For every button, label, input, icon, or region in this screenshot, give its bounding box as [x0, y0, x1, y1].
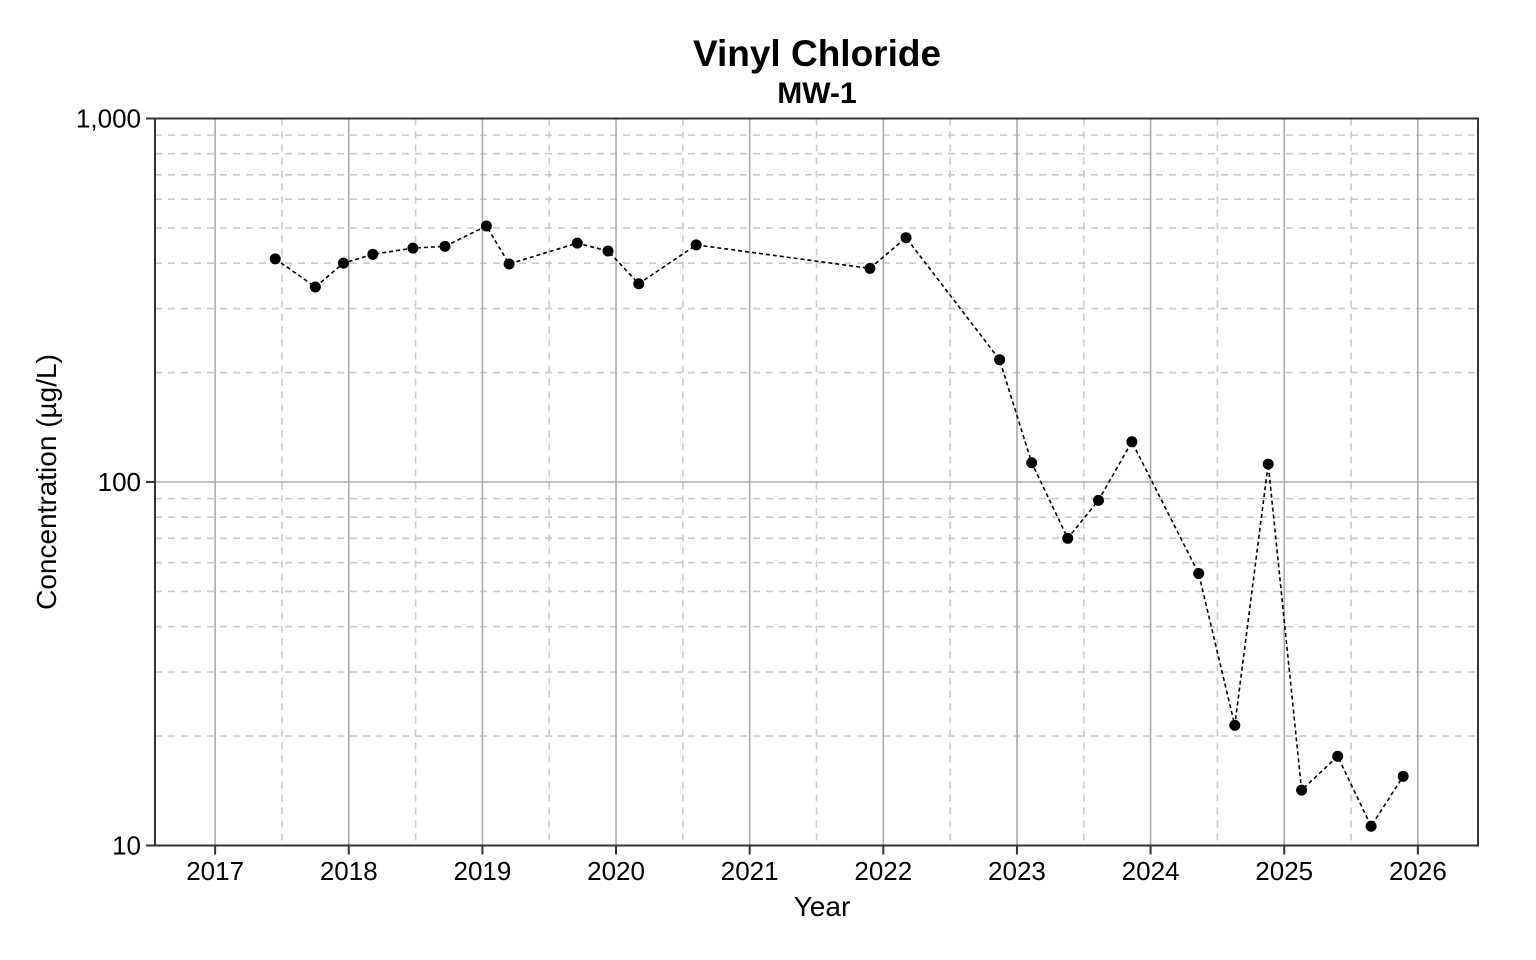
data-point	[337, 257, 349, 269]
data-point	[1126, 436, 1138, 448]
data-point	[994, 354, 1006, 366]
data-point	[864, 262, 876, 274]
data-point	[309, 281, 321, 293]
y-tick-label: 100	[98, 467, 141, 497]
x-tick-label: 2023	[988, 856, 1046, 886]
x-tick-label: 2024	[1122, 856, 1180, 886]
data-point	[1397, 770, 1409, 782]
data-point	[571, 237, 583, 249]
x-axis-title: Year	[794, 891, 851, 922]
gridlines-minor	[155, 118, 1478, 846]
data-point	[1062, 532, 1074, 544]
data-point	[367, 248, 379, 260]
data-point	[1262, 458, 1274, 470]
data-point	[690, 239, 702, 251]
x-tick-label: 2018	[320, 856, 378, 886]
data-point	[1332, 750, 1344, 762]
data-point	[1193, 568, 1205, 580]
x-tick-label: 2017	[186, 856, 244, 886]
data-point	[439, 240, 451, 252]
x-tick-label: 2021	[721, 856, 779, 886]
data-point	[900, 232, 912, 244]
data-series	[269, 220, 1409, 832]
data-point	[269, 253, 281, 265]
x-tick-label: 2025	[1255, 856, 1313, 886]
y-axis-title: Concentration (µg/L)	[31, 354, 62, 610]
data-point	[1229, 719, 1241, 731]
data-point	[407, 242, 419, 254]
data-point	[503, 258, 515, 270]
data-point	[1365, 820, 1377, 832]
data-point	[1026, 457, 1038, 469]
x-tick-label: 2026	[1389, 856, 1447, 886]
chart-subtitle: MW-1	[777, 77, 856, 110]
y-tick-label: 1,000	[76, 104, 141, 134]
x-tick-label: 2022	[854, 856, 912, 886]
x-tick-label: 2019	[453, 856, 511, 886]
y-axis-tick-labels: 10 100 1,000	[76, 104, 141, 861]
y-tick-label: 10	[112, 831, 141, 861]
chart-title: Vinyl Chloride	[693, 33, 941, 74]
panel-border	[154, 117, 1479, 847]
data-point	[480, 220, 492, 232]
data-point	[1092, 494, 1104, 506]
data-point	[633, 278, 645, 290]
axis-ticks	[146, 117, 1419, 855]
x-tick-label: 2020	[587, 856, 645, 886]
x-axis-tick-labels: 2017 2018 2019 2020 2021 2022 2023 2024 2025 2026	[186, 856, 1447, 886]
data-point	[602, 245, 614, 257]
data-point	[1296, 784, 1308, 796]
